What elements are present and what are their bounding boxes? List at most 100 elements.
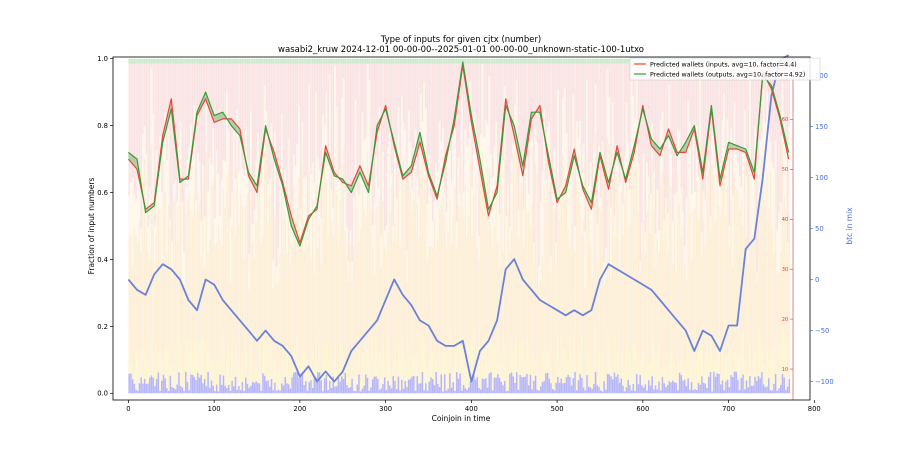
fraction-band <box>262 146 264 237</box>
fraction-band <box>375 58 377 64</box>
fraction-band <box>473 112 475 196</box>
fraction-band <box>188 58 190 64</box>
fraction-band <box>133 383 136 394</box>
fraction-band <box>305 58 307 64</box>
fraction-band <box>606 330 609 374</box>
fraction-band <box>716 63 719 154</box>
fraction-band <box>587 63 590 187</box>
fraction-band <box>154 264 156 368</box>
fraction-band <box>334 65 336 156</box>
fraction-band <box>526 162 528 214</box>
fraction-band <box>418 372 420 384</box>
fraction-band <box>610 207 612 278</box>
fraction-band <box>419 58 422 64</box>
fraction-band <box>413 148 415 200</box>
fraction-band <box>555 58 557 64</box>
fraction-band <box>185 213 187 344</box>
fraction-band <box>267 380 269 394</box>
fraction-band <box>181 281 184 369</box>
fraction-band <box>428 63 431 154</box>
fraction-band <box>524 361 527 377</box>
fraction-band <box>440 63 443 142</box>
fraction-band <box>361 112 364 192</box>
fraction-band <box>455 221 458 249</box>
fraction-band <box>411 355 413 377</box>
fraction-band <box>368 63 371 81</box>
fraction-band <box>486 63 489 124</box>
fraction-band <box>599 371 602 391</box>
fraction-band <box>786 253 789 369</box>
fraction-band <box>416 376 419 394</box>
fraction-band <box>711 130 713 164</box>
fraction-band <box>649 232 652 364</box>
fraction-band <box>284 212 287 363</box>
fraction-band <box>375 206 377 340</box>
y-tick-label: 0.4 <box>97 256 108 264</box>
fraction-band <box>570 355 573 386</box>
fraction-band <box>317 63 319 159</box>
fraction-band <box>306 232 309 246</box>
fraction-band <box>284 63 287 171</box>
fraction-band <box>579 347 581 375</box>
fraction-band <box>587 203 590 351</box>
fraction-band <box>173 201 175 372</box>
fraction-band <box>661 63 664 112</box>
fraction-band <box>629 190 631 226</box>
fraction-band <box>442 127 444 194</box>
fraction-band <box>759 140 761 194</box>
fraction-band <box>711 163 713 356</box>
fraction-band <box>174 344 177 390</box>
fraction-band <box>298 63 300 106</box>
fraction-band <box>282 191 285 219</box>
fraction-band <box>375 376 377 394</box>
fraction-band <box>330 376 333 389</box>
fraction-band <box>269 178 271 197</box>
fraction-band <box>337 377 340 394</box>
fraction-band <box>437 63 439 172</box>
fraction-band <box>383 230 386 247</box>
fraction-band <box>783 377 785 394</box>
fraction-band <box>431 58 434 64</box>
fraction-band <box>495 362 497 378</box>
fraction-band <box>653 209 655 346</box>
fraction-band <box>284 376 287 394</box>
fraction-band <box>191 374 194 394</box>
fraction-band <box>397 376 400 394</box>
fraction-band <box>185 371 187 394</box>
fraction-band <box>601 141 604 161</box>
fraction-band <box>473 58 475 64</box>
fraction-band <box>445 58 448 64</box>
fraction-band <box>706 165 708 192</box>
fraction-band <box>169 229 172 366</box>
fraction-band <box>190 58 192 64</box>
fraction-band <box>450 387 453 394</box>
fraction-band <box>656 238 659 358</box>
fraction-band <box>788 378 791 394</box>
fraction-band <box>128 63 130 196</box>
fraction-band <box>317 360 319 373</box>
fraction-band <box>183 63 185 253</box>
fraction-band <box>344 372 347 394</box>
fraction-band <box>555 357 557 383</box>
fraction-band <box>425 58 427 64</box>
fraction-band <box>178 206 180 338</box>
fraction-band <box>346 63 348 228</box>
fraction-band <box>461 348 463 391</box>
fraction-band <box>401 63 403 96</box>
fraction-band <box>202 165 204 184</box>
fraction-band <box>245 205 247 336</box>
fraction-band <box>310 380 312 394</box>
fraction-band <box>545 58 547 64</box>
fraction-band <box>670 154 672 186</box>
fraction-band <box>248 254 250 290</box>
fraction-band <box>733 371 736 394</box>
fraction-band <box>282 385 285 394</box>
fraction-band <box>166 349 168 389</box>
fraction-band <box>659 63 662 121</box>
fraction-band <box>171 58 173 64</box>
fraction-band <box>593 63 595 146</box>
fraction-band <box>169 58 172 64</box>
fraction-band <box>781 142 784 330</box>
fraction-band <box>253 210 256 260</box>
fraction-band <box>286 343 288 384</box>
